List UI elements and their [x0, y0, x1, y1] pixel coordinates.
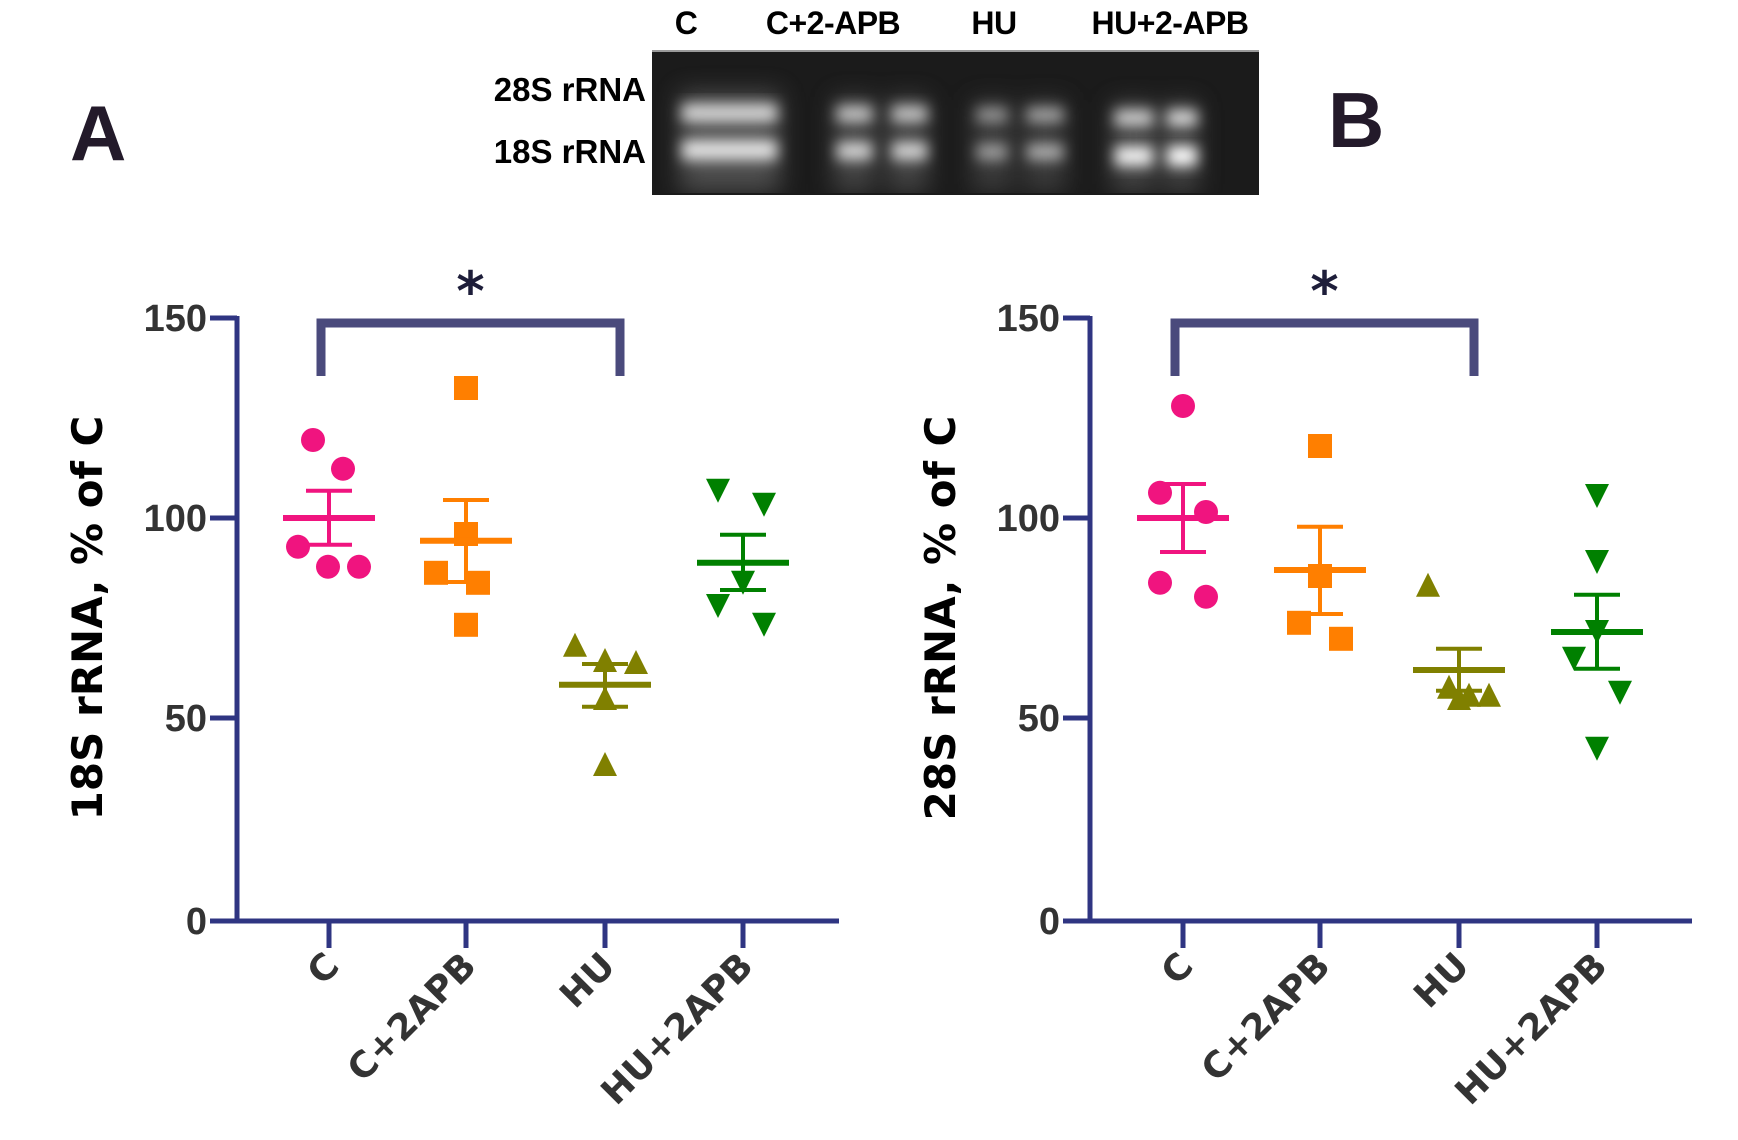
data-point-circle: [1171, 394, 1195, 418]
data-point-triangle-down: [752, 492, 776, 517]
series-c-2apb: [1274, 434, 1366, 651]
series-c-2apb: [420, 376, 512, 637]
data-point-circle: [347, 554, 371, 579]
gel-band-28s: [977, 108, 1007, 122]
data-point-circle: [301, 428, 325, 452]
y-tick-label: 0: [1039, 901, 1060, 943]
gel-band-18s: [837, 142, 872, 160]
series-c: [1137, 394, 1229, 609]
gel-figure: C C+2-APB HU HU+2-APB 28S rRNA 18S rRNA: [0, 0, 1738, 200]
data-point-triangle-down: [706, 478, 730, 503]
series-hu: [1413, 572, 1505, 710]
gel-bands: [680, 92, 1198, 192]
gel-band-28s: [837, 106, 872, 122]
y-tick-label: 100: [997, 498, 1060, 540]
data-point-triangle-down: [1608, 680, 1632, 705]
y-tick-label: 150: [997, 298, 1060, 340]
y-tick-label: 50: [165, 698, 207, 740]
band-label-28s: 28S rRNA: [493, 71, 646, 108]
data-point-triangle-down: [731, 570, 755, 595]
data-point-triangle-up: [1477, 682, 1501, 707]
panel-label-a: A: [70, 89, 127, 177]
data-point-triangle-down: [1585, 550, 1609, 574]
series-hu: [559, 632, 651, 776]
data-point-triangle-up: [593, 752, 617, 776]
data-point-triangle-down: [1585, 736, 1609, 761]
y-tick-label: 150: [144, 298, 207, 340]
data-point-square: [424, 560, 448, 585]
data-point-triangle-down: [706, 594, 730, 618]
data-point-circle: [1194, 584, 1218, 609]
x-tick-label: C+2APB: [1194, 945, 1338, 1089]
data-point-triangle-up: [1437, 674, 1461, 699]
gel-band-18s: [1167, 146, 1197, 166]
gel-band-28s: [1115, 110, 1153, 126]
x-tick-label: HU: [552, 945, 623, 1016]
lane-label-hu-2apb: HU+2-APB: [1091, 5, 1249, 41]
data-point-circle: [331, 456, 355, 481]
series-c: [283, 428, 375, 579]
gel-band-28s: [1167, 110, 1197, 126]
y-tick-label: 0: [186, 901, 207, 943]
panel-label-b: B: [1328, 76, 1385, 164]
data-point-triangle-down: [752, 612, 776, 637]
lane-label-c-2apb: C+2-APB: [765, 5, 901, 41]
data-point-circle: [316, 554, 340, 579]
significance-asterisk: *: [1310, 260, 1338, 323]
data-point-triangle-down: [1585, 484, 1609, 508]
data-point-square: [1308, 434, 1332, 458]
data-point-triangle-down: [1562, 646, 1586, 671]
data-point-triangle-up: [593, 686, 617, 710]
data-point-square: [1287, 610, 1311, 635]
y-axis-label: 18S rRNA, % of C: [63, 416, 112, 821]
x-tick-label: HU: [1406, 945, 1477, 1016]
gel-band-18s: [682, 140, 777, 160]
lane-label-hu: HU: [971, 5, 1017, 41]
data-point-triangle-up: [563, 632, 587, 657]
y-axis-label: 28S rRNA, % of C: [916, 416, 965, 821]
series-hu-2apb: [1551, 484, 1643, 761]
gel-band-18s: [977, 144, 1007, 160]
data-point-square: [454, 612, 478, 637]
data-point-circle: [1148, 480, 1172, 505]
gel-band-28s: [1027, 108, 1063, 122]
data-point-square: [454, 376, 478, 400]
gel-band-28s: [682, 104, 777, 122]
data-point-triangle-up: [1416, 572, 1440, 597]
series-hu-2apb: [697, 478, 789, 637]
x-tick-label: C+2APB: [340, 945, 484, 1089]
data-point-square: [1329, 626, 1353, 651]
data-point-triangle-up: [624, 650, 648, 674]
data-point-triangle-up: [1447, 686, 1471, 710]
significance-bracket: [1170, 318, 1479, 376]
gel-band-18s: [1115, 146, 1153, 166]
lane-label-c: C: [674, 5, 698, 41]
significance-asterisk: *: [456, 260, 484, 323]
x-tick-label: C: [300, 945, 348, 993]
gel-band-18s: [1027, 144, 1063, 160]
gel-band-18s: [892, 142, 927, 160]
data-point-circle: [286, 534, 310, 559]
y-tick-label: 50: [1018, 698, 1060, 740]
y-tick-label: 100: [144, 498, 207, 540]
x-tick-label: C: [1154, 945, 1202, 993]
data-point-square: [466, 570, 490, 595]
gel-band-28s: [892, 106, 927, 122]
data-point-circle: [1148, 570, 1172, 595]
significance-bracket: [316, 318, 625, 376]
data-point-triangle-up: [593, 648, 617, 672]
band-label-18s: 18S rRNA: [493, 133, 646, 170]
gel-image: [652, 50, 1259, 195]
